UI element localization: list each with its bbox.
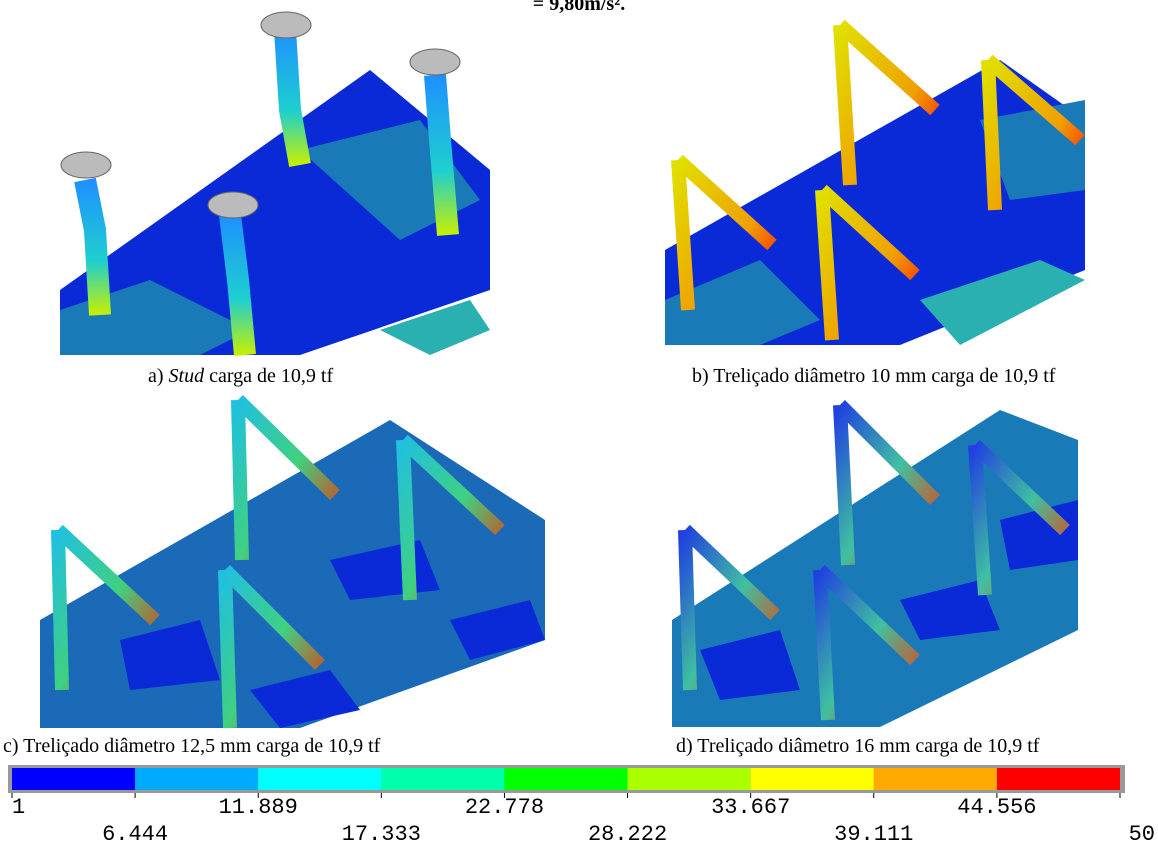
render-c (40, 400, 545, 728)
render-b (665, 25, 1085, 345)
caption-part: Stud (169, 365, 206, 387)
legend-swatch (258, 768, 381, 790)
caption-b: b) Treliçado diâmetro 10 mm carga de 10,… (692, 365, 1056, 387)
caption-a: a) Stud carga de 10,9 tf (148, 365, 333, 387)
legend-label: 1 (12, 795, 25, 820)
render-d (672, 405, 1078, 727)
legend-swatch (874, 768, 997, 790)
caption-part: a) (148, 365, 169, 387)
legend: 1 6.444 11.889 17.333 22.778 28.222 33.667 39.1… (12, 768, 1155, 847)
caption-c: c) Treliçado diâmetro 12,5 mm carga de 1… (3, 735, 381, 757)
caption-part: carga de 10,9 tf (204, 365, 333, 387)
page: = 9,80m/s². a) Stud carga de 10,9 tf b) … (0, 0, 1158, 848)
render-a (60, 12, 490, 355)
legend-swatch (628, 768, 751, 790)
legend-swatch (997, 768, 1120, 790)
legend-label: 11.889 (219, 795, 298, 820)
legend-swatch (12, 768, 135, 790)
figure: = 9,80m/s². a) Stud carga de 10,9 tf b) … (0, 0, 1158, 848)
legend-swatch (135, 768, 258, 790)
legend-label: 44.556 (957, 795, 1036, 820)
legend-label: 17.333 (342, 822, 421, 847)
legend-swatch (751, 768, 874, 790)
legend-label: 33.667 (711, 795, 790, 820)
legend-label: 50 (1129, 822, 1155, 847)
legend-label: 28.222 (588, 822, 667, 847)
legend-swatch (504, 768, 627, 790)
caption-d: d) Treliçado diâmetro 16 mm carga de 10,… (676, 735, 1040, 757)
legend-label: 22.778 (465, 795, 544, 820)
legend-label: 39.111 (834, 822, 913, 847)
header: = 9,80m/s². (533, 0, 625, 15)
legend-swatch (381, 768, 504, 790)
legend-label: 6.444 (102, 822, 168, 847)
